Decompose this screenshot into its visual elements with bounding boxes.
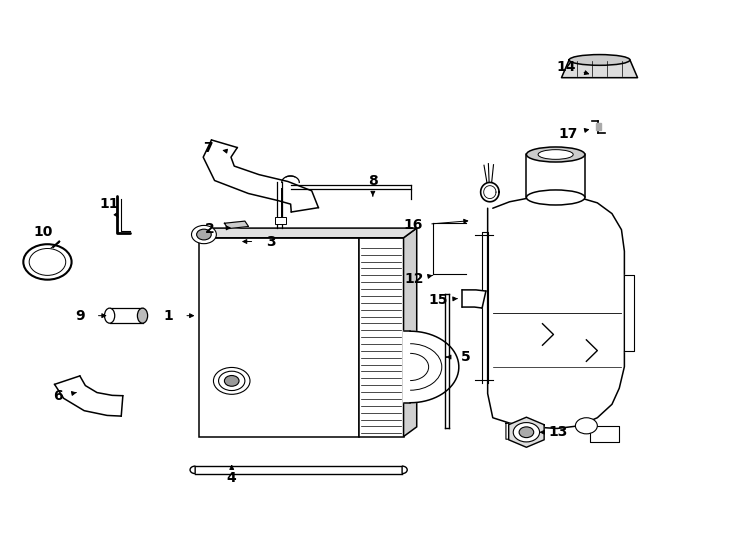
Polygon shape bbox=[462, 290, 486, 308]
Circle shape bbox=[513, 423, 539, 442]
Polygon shape bbox=[487, 196, 625, 428]
Ellipse shape bbox=[569, 55, 630, 65]
Text: 6: 6 bbox=[53, 389, 62, 403]
Text: 2: 2 bbox=[205, 221, 214, 235]
Ellipse shape bbox=[538, 150, 573, 159]
Text: 7: 7 bbox=[203, 140, 213, 154]
Text: 8: 8 bbox=[368, 174, 378, 188]
Text: 16: 16 bbox=[404, 218, 423, 232]
Ellipse shape bbox=[526, 147, 585, 162]
Circle shape bbox=[225, 375, 239, 386]
Text: 12: 12 bbox=[404, 272, 424, 286]
Text: 3: 3 bbox=[266, 234, 275, 248]
Polygon shape bbox=[562, 60, 638, 78]
Polygon shape bbox=[225, 221, 249, 228]
Polygon shape bbox=[404, 228, 417, 436]
Text: 1: 1 bbox=[163, 309, 173, 323]
Polygon shape bbox=[526, 154, 585, 198]
Text: 17: 17 bbox=[559, 127, 578, 141]
Polygon shape bbox=[625, 275, 634, 350]
Ellipse shape bbox=[104, 308, 115, 323]
Ellipse shape bbox=[137, 308, 148, 323]
Circle shape bbox=[192, 225, 217, 244]
Circle shape bbox=[23, 244, 72, 280]
Polygon shape bbox=[54, 376, 123, 416]
Wedge shape bbox=[190, 466, 195, 474]
Text: 11: 11 bbox=[100, 198, 120, 212]
Polygon shape bbox=[109, 308, 142, 323]
Text: 5: 5 bbox=[461, 350, 470, 364]
Circle shape bbox=[197, 229, 211, 240]
Polygon shape bbox=[481, 183, 499, 202]
Polygon shape bbox=[509, 417, 544, 447]
Text: 14: 14 bbox=[557, 60, 576, 74]
Polygon shape bbox=[596, 123, 601, 130]
Polygon shape bbox=[484, 186, 496, 199]
Circle shape bbox=[517, 421, 539, 436]
Text: 10: 10 bbox=[33, 225, 53, 239]
Polygon shape bbox=[404, 331, 459, 403]
Circle shape bbox=[29, 248, 66, 275]
Polygon shape bbox=[199, 238, 358, 436]
Polygon shape bbox=[203, 140, 319, 212]
Text: 13: 13 bbox=[549, 425, 568, 439]
Text: 9: 9 bbox=[75, 309, 84, 323]
Polygon shape bbox=[506, 423, 535, 439]
Wedge shape bbox=[402, 466, 407, 474]
Circle shape bbox=[219, 371, 245, 390]
Polygon shape bbox=[590, 426, 619, 442]
Text: 4: 4 bbox=[227, 471, 236, 485]
Circle shape bbox=[519, 427, 534, 437]
Circle shape bbox=[214, 367, 250, 394]
Polygon shape bbox=[446, 294, 449, 428]
Text: 15: 15 bbox=[429, 293, 448, 307]
Polygon shape bbox=[275, 218, 286, 224]
Polygon shape bbox=[358, 238, 404, 436]
Polygon shape bbox=[195, 466, 402, 474]
Ellipse shape bbox=[526, 190, 585, 205]
Circle shape bbox=[575, 418, 597, 434]
Polygon shape bbox=[199, 228, 417, 238]
